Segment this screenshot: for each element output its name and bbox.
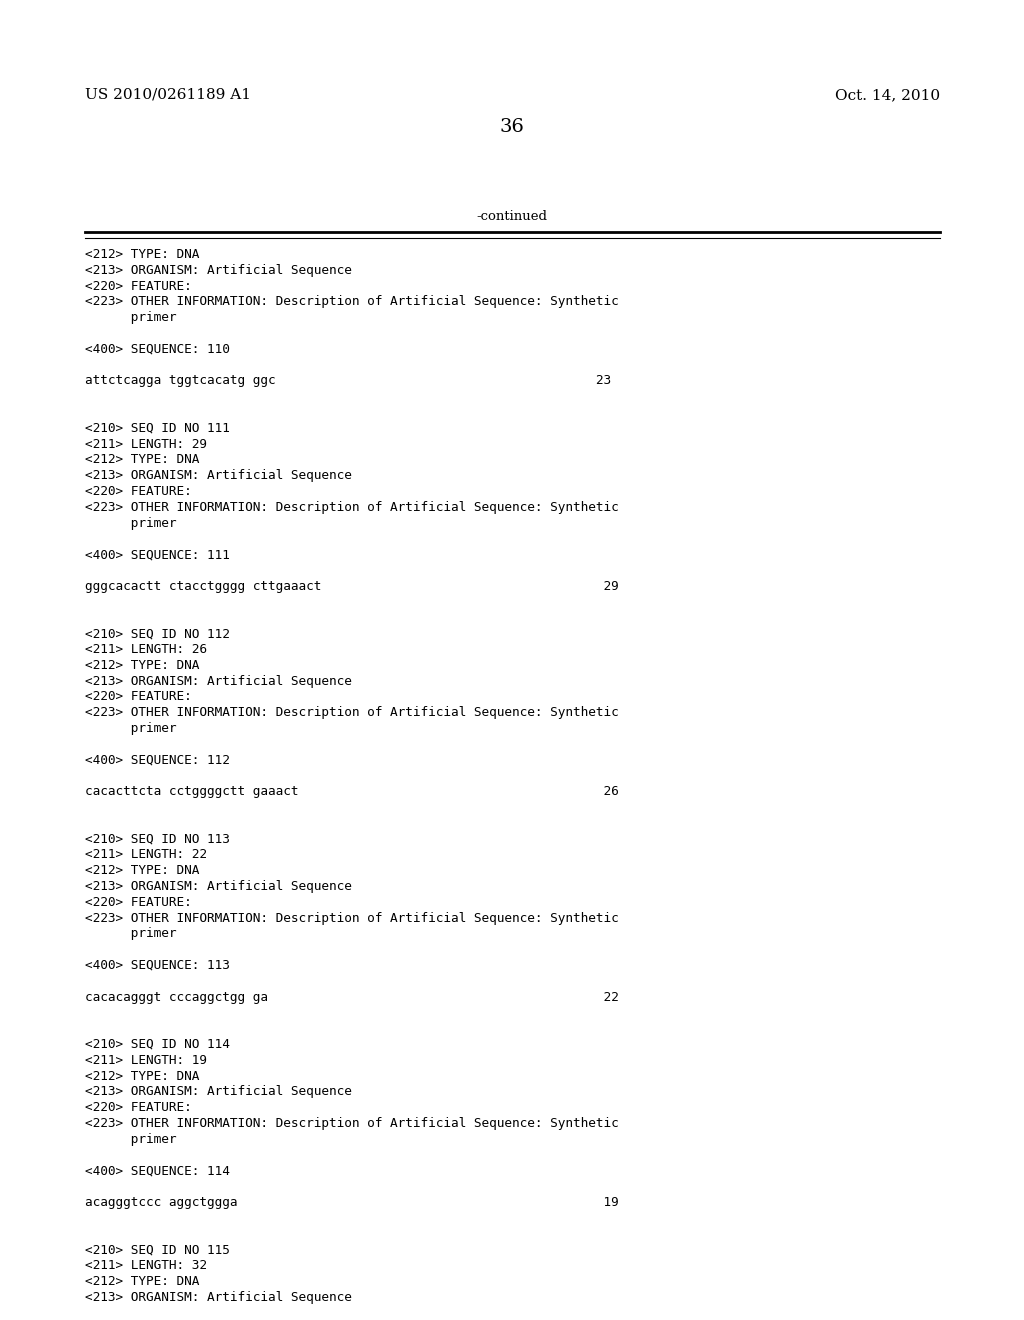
Text: <210> SEQ ID NO 111: <210> SEQ ID NO 111 [85,422,229,434]
Text: <400> SEQUENCE: 114: <400> SEQUENCE: 114 [85,1164,229,1177]
Text: <210> SEQ ID NO 115: <210> SEQ ID NO 115 [85,1243,229,1257]
Text: <213> ORGANISM: Artificial Sequence: <213> ORGANISM: Artificial Sequence [85,264,352,277]
Text: primer: primer [85,1133,176,1146]
Text: <211> LENGTH: 26: <211> LENGTH: 26 [85,643,207,656]
Text: <211> LENGTH: 19: <211> LENGTH: 19 [85,1053,207,1067]
Text: <211> LENGTH: 22: <211> LENGTH: 22 [85,849,207,862]
Text: <213> ORGANISM: Artificial Sequence: <213> ORGANISM: Artificial Sequence [85,469,352,482]
Text: attctcagga tggtcacatg ggc                                          23: attctcagga tggtcacatg ggc 23 [85,375,611,387]
Text: gggcacactt ctacctgggg cttgaaact                                     29: gggcacactt ctacctgggg cttgaaact 29 [85,579,618,593]
Text: <212> TYPE: DNA: <212> TYPE: DNA [85,248,200,261]
Text: <220> FEATURE:: <220> FEATURE: [85,484,191,498]
Text: <210> SEQ ID NO 114: <210> SEQ ID NO 114 [85,1038,229,1051]
Text: acagggtccc aggctggga                                                19: acagggtccc aggctggga 19 [85,1196,618,1209]
Text: <220> FEATURE:: <220> FEATURE: [85,1101,191,1114]
Text: primer: primer [85,928,176,940]
Text: <223> OTHER INFORMATION: Description of Artificial Sequence: Synthetic: <223> OTHER INFORMATION: Description of … [85,912,618,924]
Text: <220> FEATURE:: <220> FEATURE: [85,280,191,293]
Text: <213> ORGANISM: Artificial Sequence: <213> ORGANISM: Artificial Sequence [85,880,352,894]
Text: <223> OTHER INFORMATION: Description of Artificial Sequence: Synthetic: <223> OTHER INFORMATION: Description of … [85,706,618,719]
Text: <211> LENGTH: 29: <211> LENGTH: 29 [85,438,207,450]
Text: <212> TYPE: DNA: <212> TYPE: DNA [85,453,200,466]
Text: <212> TYPE: DNA: <212> TYPE: DNA [85,659,200,672]
Text: <211> LENGTH: 32: <211> LENGTH: 32 [85,1259,207,1272]
Text: <213> ORGANISM: Artificial Sequence: <213> ORGANISM: Artificial Sequence [85,675,352,688]
Text: <212> TYPE: DNA: <212> TYPE: DNA [85,1069,200,1082]
Text: <400> SEQUENCE: 113: <400> SEQUENCE: 113 [85,960,229,972]
Text: <220> FEATURE:: <220> FEATURE: [85,896,191,908]
Text: primer: primer [85,312,176,325]
Text: <213> ORGANISM: Artificial Sequence: <213> ORGANISM: Artificial Sequence [85,1085,352,1098]
Text: -continued: -continued [476,210,548,223]
Text: <400> SEQUENCE: 111: <400> SEQUENCE: 111 [85,548,229,561]
Text: <223> OTHER INFORMATION: Description of Artificial Sequence: Synthetic: <223> OTHER INFORMATION: Description of … [85,500,618,513]
Text: <213> ORGANISM: Artificial Sequence: <213> ORGANISM: Artificial Sequence [85,1291,352,1304]
Text: Oct. 14, 2010: Oct. 14, 2010 [835,88,940,102]
Text: cacacagggt cccaggctgg ga                                            22: cacacagggt cccaggctgg ga 22 [85,990,618,1003]
Text: cacacttcta cctggggctt gaaact                                        26: cacacttcta cctggggctt gaaact 26 [85,785,618,799]
Text: <210> SEQ ID NO 112: <210> SEQ ID NO 112 [85,627,229,640]
Text: <210> SEQ ID NO 113: <210> SEQ ID NO 113 [85,833,229,846]
Text: <400> SEQUENCE: 112: <400> SEQUENCE: 112 [85,754,229,767]
Text: <212> TYPE: DNA: <212> TYPE: DNA [85,1275,200,1288]
Text: primer: primer [85,722,176,735]
Text: <400> SEQUENCE: 110: <400> SEQUENCE: 110 [85,343,229,356]
Text: primer: primer [85,516,176,529]
Text: US 2010/0261189 A1: US 2010/0261189 A1 [85,88,251,102]
Text: <212> TYPE: DNA: <212> TYPE: DNA [85,865,200,878]
Text: <223> OTHER INFORMATION: Description of Artificial Sequence: Synthetic: <223> OTHER INFORMATION: Description of … [85,296,618,309]
Text: <220> FEATURE:: <220> FEATURE: [85,690,191,704]
Text: <223> OTHER INFORMATION: Description of Artificial Sequence: Synthetic: <223> OTHER INFORMATION: Description of … [85,1117,618,1130]
Text: 36: 36 [500,117,524,136]
